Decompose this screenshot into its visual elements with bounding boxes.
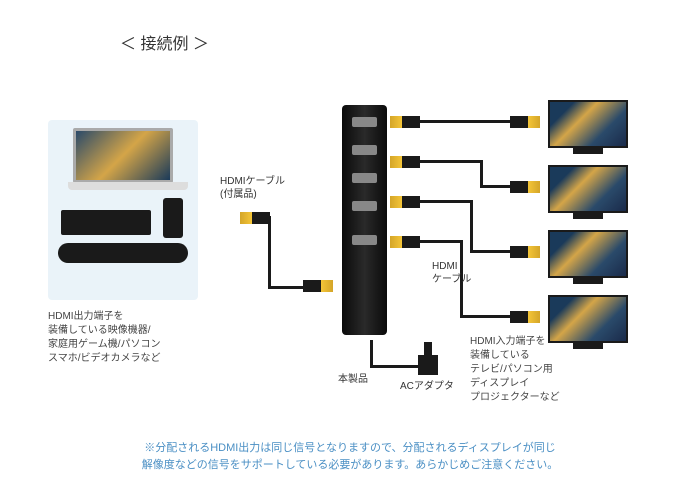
tv-monitor-2: [548, 165, 628, 220]
hdmi-plug-out-4-tv: [510, 311, 540, 323]
ac-adapter-icon: [418, 355, 438, 375]
game-console-icon: [61, 210, 151, 235]
tv-monitor-4: [548, 295, 628, 350]
diagram-title: ＜ 接続例 ＞: [120, 30, 209, 54]
smartphone-icon: [163, 198, 183, 238]
hdmi-plug-input-source: [240, 212, 270, 224]
laptop-icon: [68, 128, 178, 193]
product-label: 本製品: [338, 370, 368, 385]
source-description: HDMI出力端子を 装備している映像機器/ 家庭用ゲーム機/パソコン スマホ/ビ…: [48, 310, 160, 366]
input-cable-label: HDMIケーブル (付属品): [220, 175, 285, 201]
output-cable-label: HDMI ケーブル: [432, 260, 471, 286]
hdmi-plug-out-1-tv: [510, 116, 540, 128]
footnote: ※分配されるHDMI出力は同じ信号となりますので、分配されるディスプレイが同じ …: [0, 440, 700, 473]
display-description: HDMI入力端子を 装備している テレビ/パソコン用 ディスプレイ プロジェクタ…: [470, 335, 560, 405]
bd-player-icon: [58, 243, 188, 263]
hdmi-plug-out-4-hub: [390, 236, 420, 248]
ac-adapter-label: ACアダプタ: [400, 380, 454, 393]
hdmi-plug-out-3-hub: [390, 196, 420, 208]
hdmi-plug-input-hub: [303, 280, 333, 292]
hdmi-plug-out-1-hub: [390, 116, 420, 128]
tv-monitor-3: [548, 230, 628, 285]
source-devices-box: [48, 120, 198, 300]
ac-plug-icon: [424, 342, 432, 356]
hdmi-splitter-device: [342, 105, 387, 335]
hdmi-plug-out-2-hub: [390, 156, 420, 168]
tv-monitor-1: [548, 100, 628, 155]
hdmi-plug-out-2-tv: [510, 181, 540, 193]
hdmi-plug-out-3-tv: [510, 246, 540, 258]
